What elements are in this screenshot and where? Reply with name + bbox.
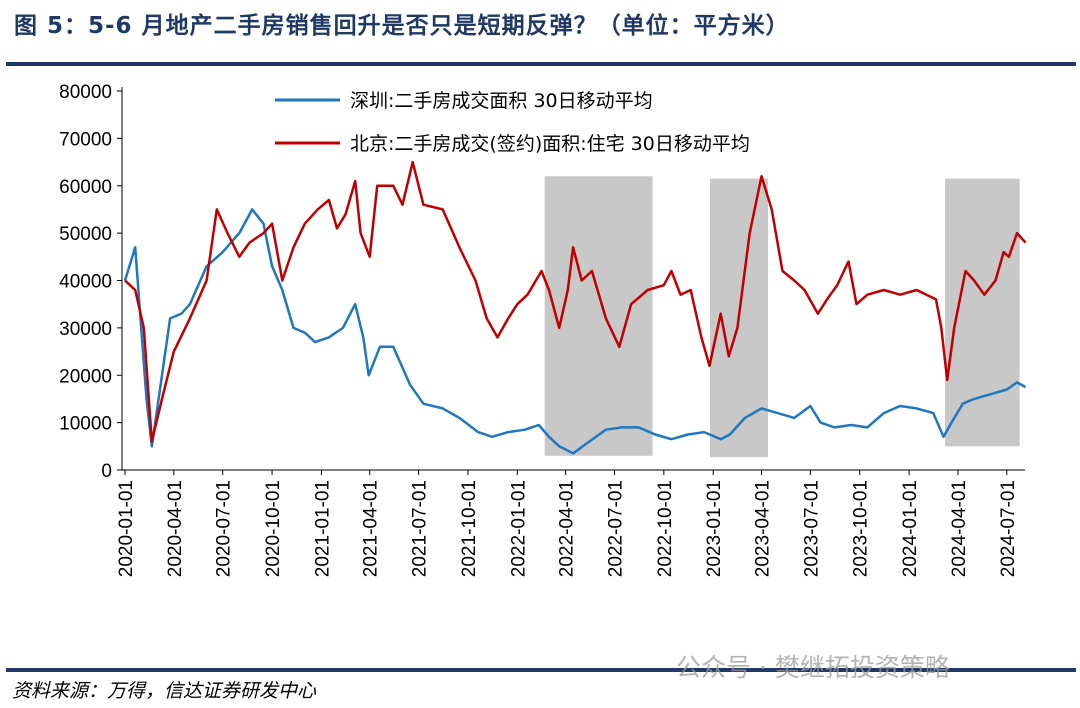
legend-label-shenzhen: 深圳:二手房成交面积 30日移动平均 [350, 90, 653, 112]
bottom-rule [6, 668, 1076, 672]
legend: 深圳:二手房成交面积 30日移动平均 北京:二手房成交(签约)面积:住宅 30日… [275, 90, 750, 155]
y-tick-label: 10000 [59, 414, 112, 435]
x-tick-label: 2021-10-01 [459, 480, 480, 577]
x-tick-label: 2020-10-01 [263, 480, 284, 577]
x-tick-label: 2020-07-01 [214, 480, 235, 577]
x-tick-label: 2024-01-01 [900, 480, 921, 577]
source-note: 资料来源：万得，信达证券研发中心 [12, 680, 317, 702]
y-tick-label: 50000 [59, 224, 112, 245]
y-tick-label: 30000 [59, 319, 112, 340]
x-tick-label: 2023-04-01 [753, 480, 774, 577]
x-tick-label: 2021-04-01 [361, 480, 382, 577]
x-tick-label: 2021-01-01 [312, 480, 333, 577]
series-line-beijing [124, 160, 1027, 443]
x-tick-label: 2024-04-01 [949, 480, 970, 577]
y-tick-label: 80000 [59, 82, 112, 103]
x-tick-label: 2023-10-01 [851, 480, 872, 577]
top-rule [6, 62, 1076, 66]
x-tick-label: 2022-10-01 [655, 480, 676, 577]
x-tick-label: 2024-07-01 [998, 480, 1019, 577]
series-line-shenzhen [123, 208, 1027, 455]
x-tick-label: 2022-01-01 [508, 480, 529, 577]
watermark: 公众号 · 樊继拓投资策略 [676, 653, 950, 682]
x-tick-label: 2020-01-01 [116, 480, 137, 577]
y-tick-label: 20000 [59, 366, 112, 387]
y-tick-label: 60000 [59, 177, 112, 198]
y-tick-label: 70000 [59, 129, 112, 150]
x-tick-label: 2021-07-01 [410, 480, 431, 577]
x-tick-label: 2022-04-01 [557, 480, 578, 577]
x-tick-label: 2020-04-01 [165, 480, 186, 577]
figure-title: 图 5：5-6 月地产二手房销售回升是否只是短期反弹？（单位：平方米） [14, 13, 790, 39]
y-tick-label: 0 [101, 461, 112, 482]
x-tick-label: 2023-01-01 [704, 480, 725, 577]
legend-label-beijing: 北京:二手房成交(签约)面积:住宅 30日移动平均 [350, 133, 750, 155]
x-tick-label: 2023-07-01 [801, 480, 822, 577]
y-tick-label: 40000 [59, 272, 112, 293]
x-tick-label: 2022-07-01 [605, 480, 626, 577]
